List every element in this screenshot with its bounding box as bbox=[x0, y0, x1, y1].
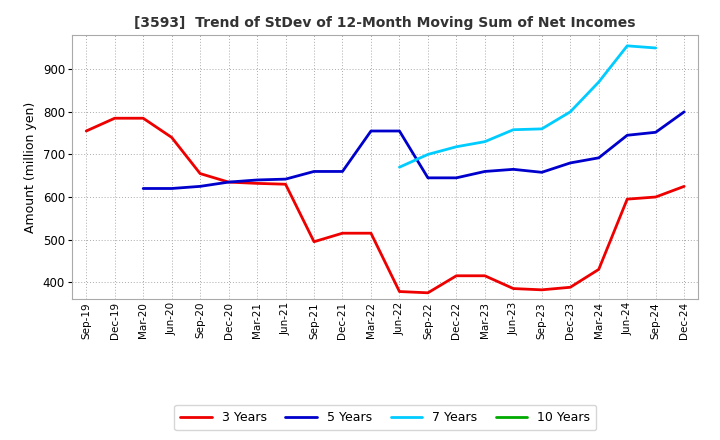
3 Years bbox=[423, 290, 432, 295]
3 Years bbox=[566, 285, 575, 290]
7 Years bbox=[423, 152, 432, 157]
5 Years bbox=[225, 180, 233, 185]
5 Years bbox=[595, 155, 603, 161]
Legend: 3 Years, 5 Years, 7 Years, 10 Years: 3 Years, 5 Years, 7 Years, 10 Years bbox=[174, 405, 596, 430]
7 Years bbox=[480, 139, 489, 144]
5 Years bbox=[395, 128, 404, 134]
7 Years bbox=[537, 126, 546, 132]
5 Years bbox=[566, 160, 575, 165]
3 Years bbox=[509, 286, 518, 291]
3 Years bbox=[139, 116, 148, 121]
3 Years bbox=[623, 197, 631, 202]
5 Years bbox=[282, 176, 290, 182]
3 Years bbox=[652, 194, 660, 200]
5 Years bbox=[652, 130, 660, 135]
3 Years bbox=[680, 184, 688, 189]
5 Years bbox=[338, 169, 347, 174]
7 Years bbox=[509, 127, 518, 132]
5 Years bbox=[196, 184, 204, 189]
5 Years bbox=[537, 170, 546, 175]
3 Years bbox=[196, 171, 204, 176]
3 Years bbox=[167, 135, 176, 140]
5 Years bbox=[253, 177, 261, 183]
3 Years bbox=[282, 182, 290, 187]
3 Years bbox=[452, 273, 461, 279]
Line: 5 Years: 5 Years bbox=[143, 112, 684, 188]
7 Years bbox=[566, 109, 575, 114]
Line: 7 Years: 7 Years bbox=[400, 46, 656, 167]
3 Years bbox=[480, 273, 489, 279]
3 Years bbox=[110, 116, 119, 121]
5 Years bbox=[366, 128, 375, 134]
5 Years bbox=[509, 167, 518, 172]
5 Years bbox=[139, 186, 148, 191]
5 Years bbox=[680, 109, 688, 114]
7 Years bbox=[395, 165, 404, 170]
3 Years bbox=[338, 231, 347, 236]
7 Years bbox=[623, 43, 631, 48]
5 Years bbox=[452, 175, 461, 180]
3 Years bbox=[366, 231, 375, 236]
3 Years bbox=[225, 180, 233, 185]
7 Years bbox=[595, 79, 603, 84]
5 Years bbox=[480, 169, 489, 174]
7 Years bbox=[452, 144, 461, 150]
7 Years bbox=[652, 45, 660, 51]
3 Years bbox=[395, 289, 404, 294]
3 Years bbox=[310, 239, 318, 244]
Y-axis label: Amount (million yen): Amount (million yen) bbox=[24, 102, 37, 233]
3 Years bbox=[595, 267, 603, 272]
5 Years bbox=[167, 186, 176, 191]
5 Years bbox=[623, 132, 631, 138]
5 Years bbox=[310, 169, 318, 174]
Line: 3 Years: 3 Years bbox=[86, 118, 684, 293]
3 Years bbox=[253, 181, 261, 186]
5 Years bbox=[423, 175, 432, 180]
3 Years bbox=[82, 128, 91, 134]
3 Years bbox=[537, 287, 546, 293]
Title: [3593]  Trend of StDev of 12-Month Moving Sum of Net Incomes: [3593] Trend of StDev of 12-Month Moving… bbox=[135, 16, 636, 30]
